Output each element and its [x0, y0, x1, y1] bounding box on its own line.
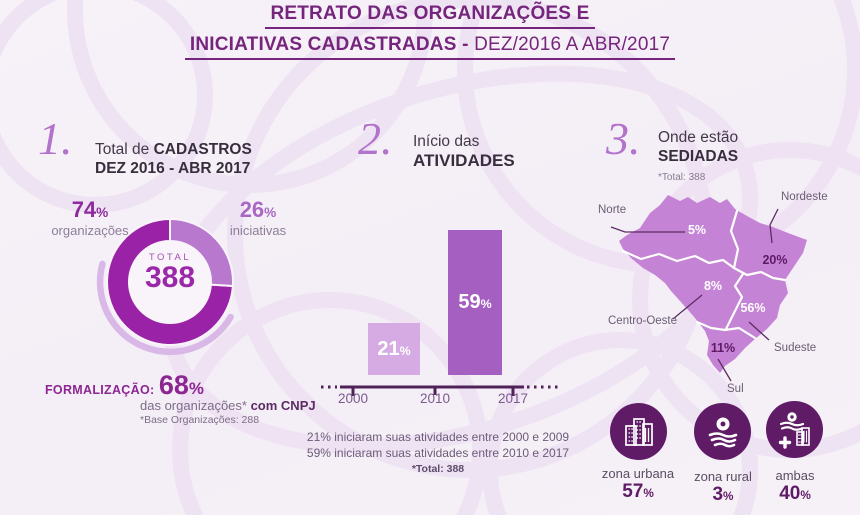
region-label-norte: Norte [598, 204, 626, 216]
section-1-number: 1. [38, 113, 73, 164]
leader-line-centro-oeste [672, 294, 703, 320]
title-line-2: INICIATIVAS CADASTRADAS - DEZ/2016 A ABR… [184, 34, 676, 60]
tick-2000: 2000 [337, 391, 369, 406]
region-label-centro-oeste: Centro-Oeste [608, 315, 677, 327]
leader-line-nordeste [769, 208, 779, 244]
region-pct-centro-oeste: 8% [704, 279, 722, 293]
region-pct-sudeste: 56% [740, 301, 765, 315]
region-pct-norte: 5% [688, 223, 706, 237]
donut-chart-total-cadastros [96, 217, 234, 356]
region-leader-lines [610, 208, 779, 382]
ambas-label: ambas [775, 468, 815, 483]
section-3-number: 3. [606, 113, 641, 164]
section-1-heading: Total de CADASTROS DEZ 2016 - ABR 2017 [95, 141, 252, 177]
region-label-nordeste: Nordeste [781, 191, 828, 203]
zona-urbana-label: zona urbana [601, 466, 675, 481]
region-pct-sul: 11% [711, 341, 735, 355]
stat-organizacoes: 74% organizações [51, 197, 129, 238]
section-2-number: 2. [358, 113, 393, 164]
formalizacao-footnote: *Base Organizações: 288 [140, 414, 260, 426]
ambas-badge [766, 401, 823, 458]
formalizacao-stat: FORMALIZAÇÃO: 68% [45, 370, 204, 400]
region-borders [621, 209, 787, 340]
region-label-sudeste: Sudeste [774, 342, 816, 354]
rural-field-icon [708, 417, 737, 448]
section-3-footnote: *Total: 388 [658, 172, 706, 183]
leader-line-norte [610, 226, 685, 233]
section-2-heading: Início das ATIVIDADES [413, 133, 515, 170]
bar-chart-x-axis [321, 385, 560, 396]
bar-2000-2009: 21% [368, 323, 420, 375]
region-label-sul: Sul [727, 383, 744, 395]
donut-center-total: TOTAL 388 [144, 252, 196, 294]
leader-line-sudeste [748, 321, 770, 341]
urban-rural-both-icon [778, 411, 810, 449]
zona-rural-label: zona rural [694, 469, 752, 484]
zona-rural-pct: 3% [712, 484, 734, 505]
leader-line-sul [717, 358, 732, 382]
zona-urbana-pct: 57% [622, 481, 654, 502]
donut-shadow-arc [96, 260, 234, 356]
tick-2010: 2010 [419, 391, 451, 406]
page-title: RETRATO DAS ORGANIZAÇÕES E INICIATIVAS C… [0, 3, 860, 60]
ambas-pct: 40% [779, 483, 811, 504]
donut-inner-disc [118, 230, 222, 334]
urban-buildings-icon [624, 417, 653, 446]
title-line-1: RETRATO DAS ORGANIZAÇÕES E [265, 3, 595, 29]
zona-rural-badge [694, 403, 751, 460]
zona-urbana-badge [610, 403, 667, 460]
brazil-silhouette [619, 195, 807, 373]
section-3-heading: Onde estão SEDIADAS *Total: 388 [658, 129, 739, 183]
bar-2010-2017: 59% [448, 230, 502, 375]
bar-chart-notes: 21% iniciaram suas atividades entre 2000… [306, 430, 570, 475]
stat-iniciativas: 26% iniciativas [229, 197, 287, 238]
brazil-regions-map: Norte Nordeste Centro-Oeste Sudeste Sul … [598, 191, 828, 395]
formalizacao-detail: das organizações* com CNPJ [140, 398, 316, 413]
region-pct-nordeste: 20% [762, 253, 787, 267]
tick-2017: 2017 [497, 391, 529, 406]
